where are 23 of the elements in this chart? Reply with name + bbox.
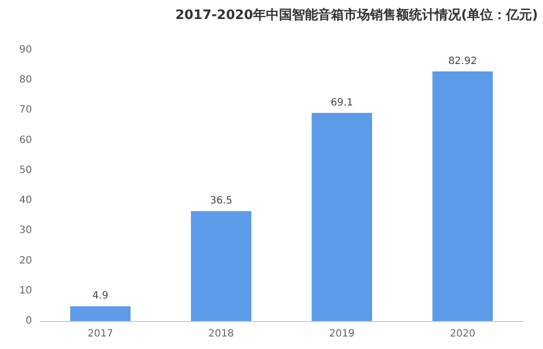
y-tick-label: 70: [19, 104, 32, 116]
y-tick-label: 50: [19, 164, 32, 176]
y-tick-label: 10: [19, 285, 32, 296]
data-label: 4.9: [92, 290, 108, 302]
bar: [190, 211, 252, 321]
y-tick-label: 90: [19, 44, 32, 56]
y-tick-label: 0: [26, 316, 32, 326]
y-tick-label: 60: [19, 134, 32, 146]
y-tick-label: 40: [19, 195, 32, 206]
data-label: 82.92: [448, 56, 477, 67]
x-tick-label: 2017: [88, 328, 114, 340]
y-tick-label: 20: [19, 255, 32, 266]
data-label: 69.1: [330, 97, 354, 108]
y-tick-label: 30: [19, 225, 32, 236]
bar: [312, 112, 372, 321]
chart-title: 2017-2020年中国智能音箱市场销售额统计情况(单位：亿元): [175, 7, 538, 23]
bar: [70, 306, 131, 321]
x-tick-label: 2018: [208, 328, 234, 340]
y-tick-label: 80: [19, 74, 32, 86]
bar: [432, 71, 493, 321]
data-label: 36.5: [210, 196, 232, 207]
x-tick-label: 2020: [450, 328, 476, 340]
x-tick-label: 2019: [329, 328, 355, 340]
